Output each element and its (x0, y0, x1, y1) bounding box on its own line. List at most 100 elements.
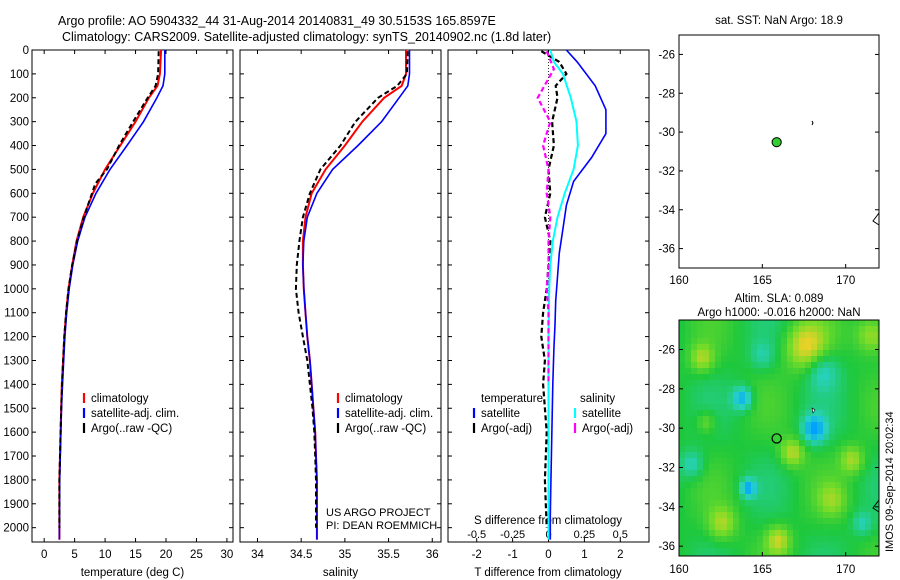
sla-cell (775, 338, 782, 345)
sla-cell (769, 488, 776, 495)
sla-cell (739, 458, 746, 465)
sla-cell (835, 494, 842, 501)
sla-cell (841, 554, 848, 557)
sla-cell (697, 422, 704, 429)
sla-cell (787, 356, 794, 363)
sla-cell (841, 440, 848, 447)
sla-cell (751, 386, 758, 393)
sla-cell (739, 320, 746, 327)
sla-cell (829, 488, 836, 495)
sla-cell (733, 536, 740, 543)
sla-cell (745, 500, 752, 507)
sla-cell (775, 512, 782, 519)
sla-cell (841, 350, 848, 357)
sla-cell (793, 332, 800, 339)
sla-cell (685, 488, 692, 495)
depth-ytick-label: 1600 (3, 427, 29, 439)
sla-cell (829, 338, 836, 345)
sla-cell (727, 470, 734, 477)
sla-cell (763, 536, 770, 543)
sla-cell (685, 446, 692, 453)
sla-cell (691, 482, 698, 489)
sla-cell (757, 344, 764, 351)
sla-cell (733, 374, 740, 381)
sla-cell (847, 482, 854, 489)
sla-cell (739, 512, 746, 519)
sla-cell (739, 398, 746, 405)
sla-cell (691, 554, 698, 557)
sla-cell (697, 500, 704, 507)
sla-cell (709, 542, 716, 549)
sla-cell (817, 332, 824, 339)
sla-map-title-line2: Argo h1000: -0.016 h2000: NaN (697, 307, 860, 319)
sla-cell (793, 458, 800, 465)
sla-cell (781, 350, 788, 357)
sla-cell (679, 398, 686, 405)
difference-xtick-label: -1 (507, 549, 517, 561)
sla-cell (679, 506, 686, 513)
sla-cell (805, 338, 812, 345)
sla-cell (877, 446, 880, 453)
sla-cell (793, 530, 800, 537)
sla-cell (835, 506, 842, 513)
sla-cell (733, 452, 740, 459)
sla-cell (745, 488, 752, 495)
sla-cell (697, 410, 704, 417)
sla-cell (859, 410, 866, 417)
sla-cell (745, 428, 752, 435)
sla-cell (781, 368, 788, 375)
coastline (872, 499, 880, 513)
sla-cell (679, 374, 686, 381)
sla-cell (697, 350, 704, 357)
sla-cell (745, 320, 752, 327)
sla-cell (769, 332, 776, 339)
sla-cell (805, 434, 812, 441)
sla-cell (841, 416, 848, 423)
sla-cell (841, 458, 848, 465)
sla-cell (757, 518, 764, 525)
sla-cell (721, 464, 728, 471)
salinity-diff-tick-label: 0.25 (574, 529, 595, 541)
sla-cell (751, 410, 758, 417)
sla-cell (811, 512, 818, 519)
sla-cell (769, 404, 776, 411)
sla-cell (865, 404, 872, 411)
sla-cell (871, 416, 878, 423)
sla-cell (727, 488, 734, 495)
sla-cell (865, 398, 872, 405)
sla-cell (727, 338, 734, 345)
sla-cell (871, 386, 878, 393)
sla-map-ytick-label: -28 (658, 384, 675, 396)
sla-cell (853, 458, 860, 465)
sla-cell (775, 506, 782, 513)
sla-cell (757, 434, 764, 441)
sla-cell (859, 476, 866, 483)
sla-cell (769, 470, 776, 477)
sla-cell (847, 392, 854, 399)
sla-cell (835, 320, 842, 327)
sla-cell (829, 446, 836, 453)
sla-cell (751, 470, 758, 477)
sla-cell (841, 470, 848, 477)
sla-cell (709, 338, 716, 345)
sla-cell (781, 530, 788, 537)
sla-cell (763, 446, 770, 453)
sla-cell (709, 332, 716, 339)
sla-cell (817, 440, 824, 447)
sla-cell (691, 386, 698, 393)
sla-cell (811, 362, 818, 369)
sla-cell (697, 386, 704, 393)
sla-map-panel: Altim. SLA: 0.089 Argo h1000: -0.016 h200… (658, 293, 896, 576)
sla-cell (805, 356, 812, 363)
sla-cell (817, 458, 824, 465)
sla-cell (793, 356, 800, 363)
sla-cell (763, 530, 770, 537)
sla-cell (823, 374, 830, 381)
sla-cell (739, 530, 746, 537)
sla-cell (865, 350, 872, 357)
sla-cell (871, 338, 878, 345)
sla-cell (703, 446, 710, 453)
sla-cell (835, 548, 842, 555)
sla-cell (847, 380, 854, 387)
temperature-legend-item-label: Argo(..raw -QC) (91, 423, 172, 435)
